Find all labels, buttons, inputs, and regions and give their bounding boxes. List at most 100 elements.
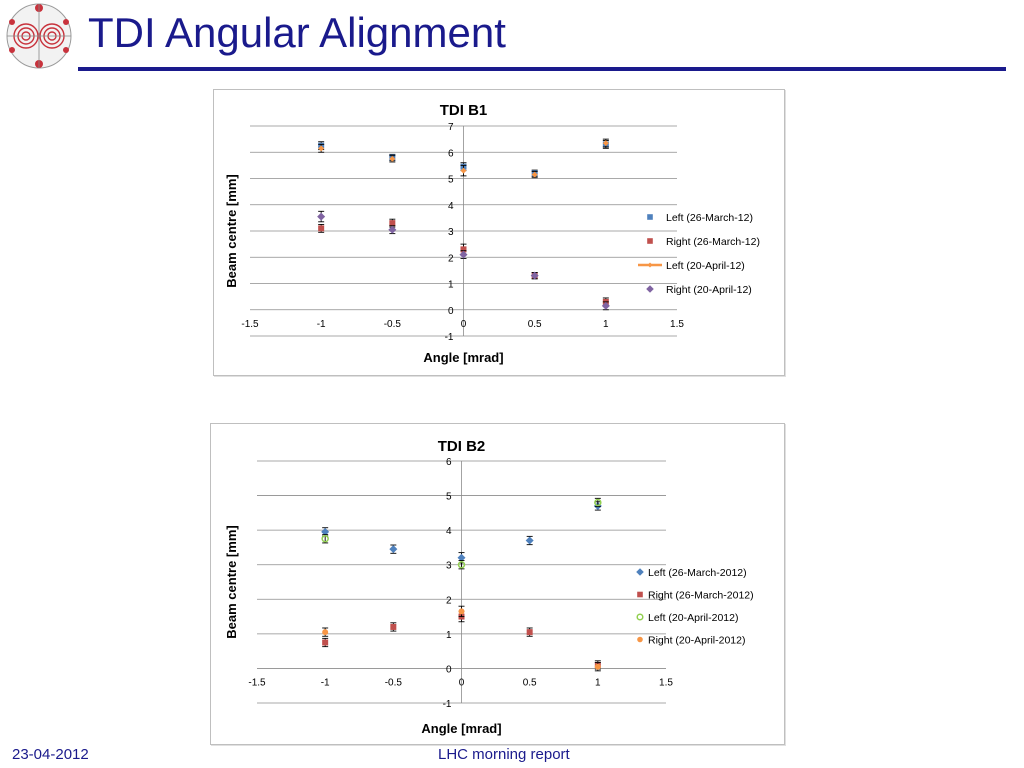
x-tick-label: 0 [461,319,467,330]
y-tick-label: 5 [448,175,454,186]
series-4 [322,605,601,672]
data-point [602,140,609,147]
chart-tdi-b2-canvas: TDI B2 -1 0 1 2 3 4 5 6 -1.5 -1 -0.5 0 0.5 1 1.5 Angle [… [224,438,754,736]
x-tick-label: -0.5 [385,677,403,688]
legend-entry-4: Right (20-April-2012) [637,635,745,647]
data-point [389,545,398,554]
footer-title: LHC morning report [438,746,570,763]
chart-tdi-b2: TDI B2 -1 0 1 2 3 4 5 6 -1.5 -1 -0.5 0 0.5 1 1.5 Angle [… [210,423,785,745]
y-tick-label: 3 [446,561,452,572]
y-axis-label: Beam centre [mm] [224,525,239,638]
data-point [318,145,325,152]
legend-marker [647,238,653,244]
legend-entry-3: Left (20-April-12) [638,260,745,272]
data-point [388,225,397,234]
legend-entry-1: Left (26-March-12) [647,212,753,224]
chart-tdi-b1: TDI B1 -1 0 1 2 3 4 5 6 7 -1.5 -1 -0.5 0 0.5 1 1.5 Angle … [213,89,785,376]
data-point [457,553,466,562]
lhc-logo [4,2,74,70]
legend-marker [647,214,653,220]
chart-tdi-b1-canvas: TDI B1 -1 0 1 2 3 4 5 6 7 -1.5 -1 -0.5 0 0.5 1 1.5 Angle … [224,102,760,365]
y-tick-label: 0 [446,664,452,675]
footer-date: 23-04-2012 [12,746,89,763]
x-axis-label: Angle [mrad] [423,350,503,365]
chart-title: TDI B1 [440,102,488,119]
data-point [321,535,329,543]
series-3 [321,497,602,570]
title-divider [78,67,1006,71]
series-3 [318,138,609,179]
legend-entry-1: Left (26-March-2012) [636,567,747,579]
data-point [525,536,534,545]
data-point [389,220,396,227]
series-4 [317,210,610,311]
x-tick-label: 0.5 [528,319,542,330]
data-point [322,629,329,636]
x-tick-label: -1.5 [241,319,259,330]
y-tick-label: 7 [448,122,454,133]
legend-label: Left (20-April-2012) [648,612,738,624]
data-point [531,171,538,178]
x-tick-label: 1 [595,677,601,688]
legend-marker [636,568,644,576]
legend-label: Right (20-April-2012) [648,635,745,647]
y-tick-label: 1 [448,280,454,291]
legend-label: Right (20-April-12) [666,284,752,296]
legend-marker [636,613,644,621]
legend-marker [637,591,643,598]
y-tick-label: -1 [445,332,454,343]
data-point [458,608,465,615]
legend-entry-3: Left (20-April-2012) [636,612,738,624]
data-point [389,155,396,162]
legend-entry-2: Right (26-March-12) [647,236,760,248]
x-tick-label: -1.5 [248,677,266,688]
x-tick-label: 0.5 [523,677,537,688]
y-tick-label: 3 [448,227,454,238]
y-tick-label: 2 [448,253,454,264]
data-point [322,639,329,646]
data-point [594,663,601,670]
series-1 [321,501,602,564]
data-point [317,212,326,221]
data-point [594,498,602,507]
legend-label: Left (26-March-12) [666,212,753,224]
y-tick-label: 5 [446,492,452,503]
data-point [530,271,539,280]
legend-label: Left (26-March-2012) [648,567,747,579]
data-point [318,225,325,232]
x-tick-label: -1 [317,319,326,330]
data-point [460,246,467,253]
y-tick-label: 4 [446,526,452,537]
data-point [321,527,330,536]
y-tick-label: 2 [446,595,452,606]
data-point [390,623,397,630]
data-point [460,167,467,174]
y-tick-label: 1 [446,630,452,641]
y-tick-label: 4 [448,201,454,212]
y-axis-label: Beam centre [mm] [224,174,239,287]
chart-title: TDI B2 [438,438,486,455]
x-tick-label: 1.5 [659,677,673,688]
x-tick-label: 1.5 [670,319,684,330]
legend-label: Right (26-March-2012) [648,590,754,602]
legend-label: Right (26-March-12) [666,236,760,248]
x-tick-label: -0.5 [384,319,402,330]
y-tick-label: 0 [448,306,454,317]
legend-marker [646,285,654,293]
x-tick-label: 0 [459,677,465,688]
legend-entry-4: Right (20-April-12) [646,284,752,296]
y-tick-label: -1 [443,699,452,710]
x-tick-label: 1 [603,319,609,330]
legend-label: Left (20-April-12) [666,260,745,272]
y-tick-label: 6 [446,457,452,468]
data-point [459,250,468,259]
slide-title: TDI Angular Alignment [88,9,506,56]
data-point [457,560,466,569]
y-tick-label: 6 [448,148,454,159]
data-point [601,301,610,310]
legend-marker [647,262,653,268]
x-axis-label: Angle [mrad] [421,721,501,736]
legend-entry-2: Right (26-March-2012) [637,590,754,602]
legend-marker [637,636,643,643]
x-tick-label: -1 [321,677,330,688]
